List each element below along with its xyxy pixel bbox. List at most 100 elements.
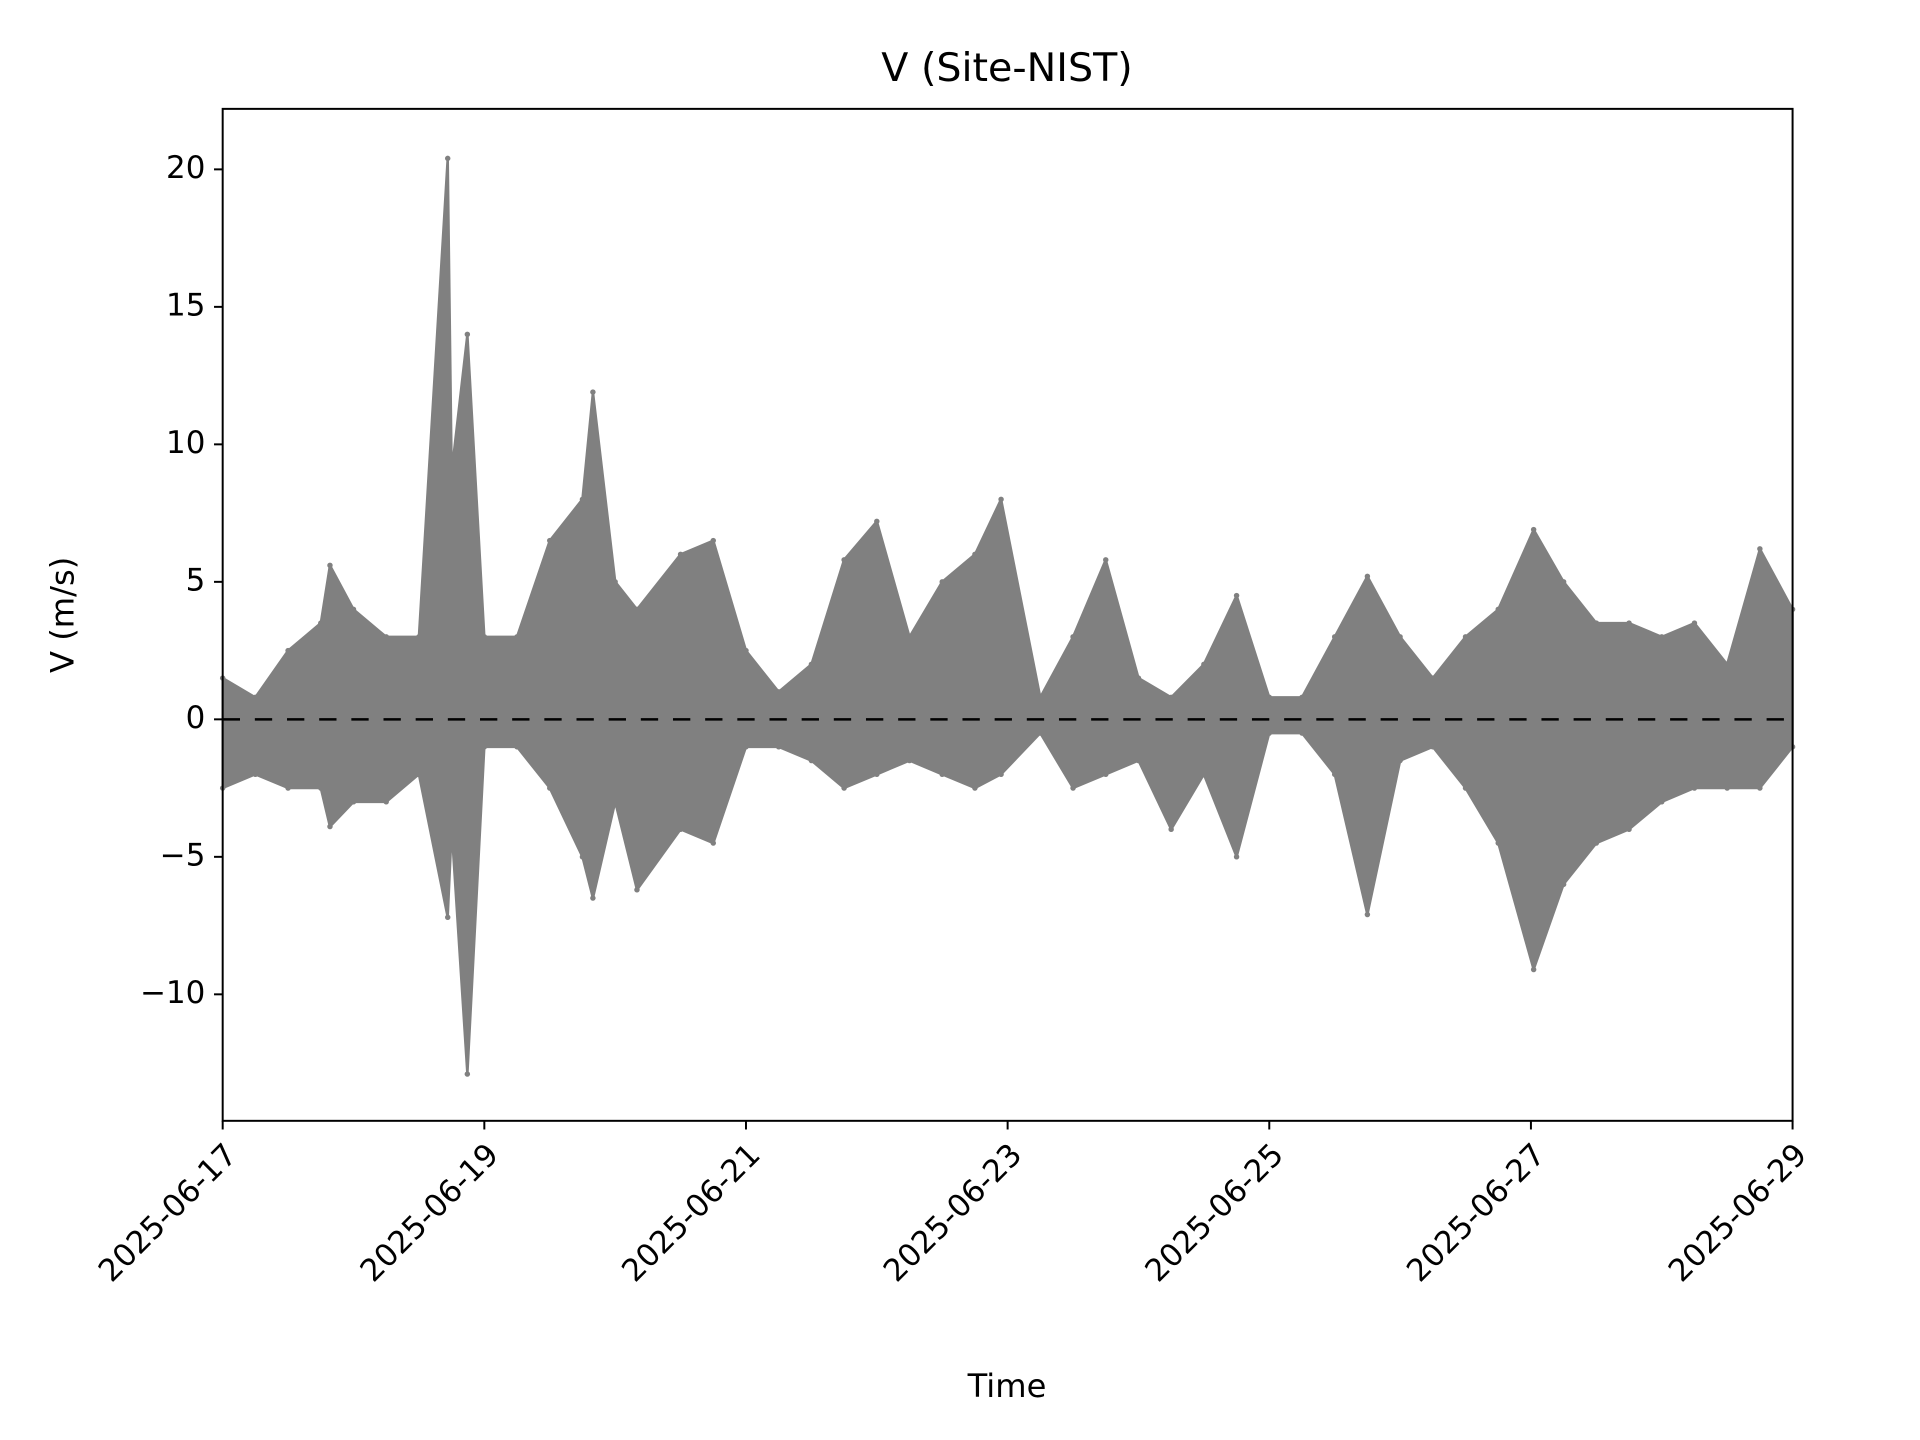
scatter-point bbox=[252, 694, 259, 701]
scatter-point bbox=[634, 606, 640, 613]
scatter-point bbox=[318, 785, 324, 791]
scatter-point bbox=[998, 496, 1004, 503]
scatter-point bbox=[1266, 730, 1272, 736]
scatter-point bbox=[1103, 771, 1109, 778]
scatter-point bbox=[743, 647, 749, 654]
scatter-point bbox=[1530, 526, 1537, 533]
scatter-point bbox=[1266, 694, 1272, 701]
scatter-point bbox=[448, 469, 455, 475]
scatter-point bbox=[514, 744, 520, 750]
scatter-point bbox=[612, 579, 618, 585]
scatter-point bbox=[1560, 881, 1567, 888]
scatter-point bbox=[547, 785, 553, 791]
scatter-point bbox=[383, 634, 389, 640]
scatter-point bbox=[285, 647, 291, 654]
scatter-point bbox=[1724, 785, 1730, 791]
scatter-point bbox=[1299, 730, 1305, 736]
scatter-point bbox=[350, 799, 357, 805]
scatter-point bbox=[590, 389, 596, 395]
scatter-point bbox=[285, 785, 291, 791]
scatter-point bbox=[1530, 966, 1537, 973]
scatter-point bbox=[906, 634, 913, 640]
scatter-point bbox=[444, 914, 451, 921]
scatter-point bbox=[416, 771, 422, 778]
scatter-point bbox=[634, 887, 640, 893]
scatter-point bbox=[1135, 757, 1142, 764]
scatter-point bbox=[1233, 592, 1240, 599]
scatter-point bbox=[464, 1071, 471, 1077]
scatter-point bbox=[1331, 771, 1338, 778]
scatter-point bbox=[677, 826, 684, 833]
scatter-point bbox=[743, 744, 749, 750]
scatter-point bbox=[874, 771, 880, 778]
scatter-point bbox=[481, 634, 488, 640]
scatter-point bbox=[1233, 854, 1240, 860]
scatter-point bbox=[972, 551, 978, 558]
scatter-point bbox=[514, 634, 520, 640]
scatter-point bbox=[1462, 634, 1469, 640]
scatter-point bbox=[318, 620, 324, 626]
scatter-point bbox=[939, 771, 945, 778]
y-tick-label: −10 bbox=[140, 975, 205, 1011]
scatter-point bbox=[1430, 675, 1436, 681]
scatter-point bbox=[1070, 634, 1076, 640]
scatter-point bbox=[1201, 661, 1207, 668]
x-tick-label: 2025-06-17 bbox=[92, 1137, 244, 1289]
scatter-point bbox=[416, 634, 422, 640]
y-axis-label: V (m/s) bbox=[43, 557, 81, 673]
x-tick-label: 2025-06-19 bbox=[353, 1137, 505, 1289]
scatter-point bbox=[350, 606, 357, 613]
scatter-point bbox=[841, 785, 847, 791]
scatter-point bbox=[1462, 785, 1469, 791]
scatter-point bbox=[327, 562, 333, 569]
scatter-point bbox=[612, 799, 618, 805]
scatter-point bbox=[1757, 785, 1763, 791]
scatter-point bbox=[1626, 620, 1632, 626]
y-tick-label: 5 bbox=[186, 562, 206, 598]
scatter-point bbox=[1397, 634, 1403, 640]
scatter-point bbox=[1495, 606, 1501, 613]
scatter-point bbox=[1724, 661, 1730, 668]
x-tick-label: 2025-06-29 bbox=[1662, 1137, 1814, 1289]
scatter-point bbox=[1626, 826, 1632, 833]
chart-title: V (Site-NIST) bbox=[881, 45, 1132, 91]
scatter-point bbox=[939, 579, 945, 585]
scatter-density bbox=[221, 157, 1794, 1076]
scatter-point bbox=[775, 689, 782, 695]
scatter-point bbox=[906, 757, 913, 764]
scatter-point bbox=[547, 537, 553, 544]
x-tick-label: 2025-06-25 bbox=[1138, 1137, 1290, 1289]
scatter-point bbox=[383, 799, 389, 805]
x-tick-label: 2025-06-21 bbox=[615, 1137, 767, 1289]
x-tick-label: 2025-06-27 bbox=[1400, 1137, 1552, 1289]
scatter-point bbox=[1430, 744, 1436, 750]
scatter-point bbox=[1397, 757, 1403, 764]
scatter-point bbox=[444, 155, 451, 162]
scatter-point bbox=[464, 331, 471, 338]
scatter-point bbox=[1364, 573, 1371, 580]
scatter-point bbox=[1691, 620, 1698, 626]
scatter-point bbox=[677, 551, 684, 558]
scatter-point bbox=[808, 757, 815, 764]
scatter-point bbox=[579, 854, 586, 860]
scatter-point bbox=[1495, 840, 1501, 846]
y-tick-label: −5 bbox=[160, 837, 206, 873]
scatter-point bbox=[1593, 840, 1600, 846]
scatter-point bbox=[1331, 634, 1338, 640]
scatter-point bbox=[874, 518, 880, 525]
scatter-point bbox=[327, 823, 333, 830]
scatter-point bbox=[448, 826, 455, 833]
scatter-point bbox=[481, 744, 488, 750]
scatter-point bbox=[710, 840, 716, 846]
scatter-point bbox=[808, 661, 815, 668]
scatter-point bbox=[1037, 730, 1044, 736]
scatter-point bbox=[1070, 785, 1076, 791]
y-tick-label: 20 bbox=[166, 150, 205, 186]
y-tick-label: 10 bbox=[166, 425, 205, 461]
scatter-point bbox=[590, 895, 596, 901]
scatter-point bbox=[1560, 579, 1567, 585]
scatter-point bbox=[1691, 785, 1698, 791]
scatter-point bbox=[1168, 694, 1174, 701]
